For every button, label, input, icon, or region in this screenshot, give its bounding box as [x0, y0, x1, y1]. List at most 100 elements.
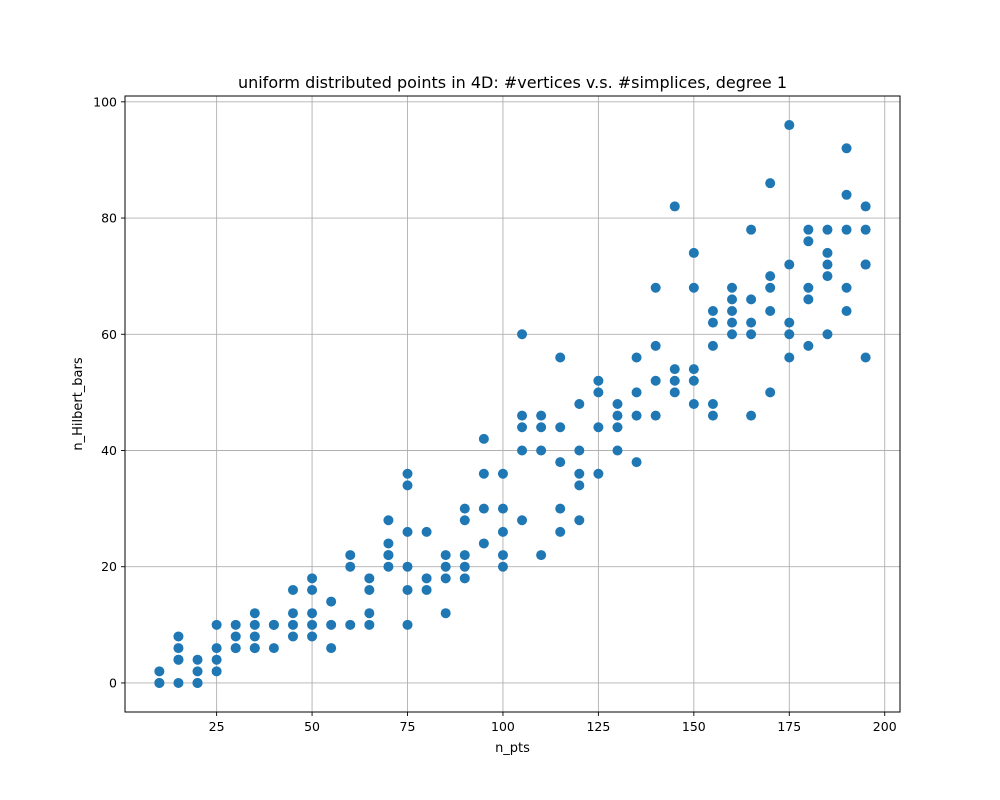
scatter-point [440, 573, 451, 584]
scatter-point [707, 317, 718, 328]
scatter-point [364, 573, 375, 584]
scatter-point [746, 294, 757, 305]
scatter-point [688, 399, 699, 409]
ticks: 25 50 75 100 125 150 175 200 0 20 40 60 80 100 [93, 94, 897, 734]
scatter-point [612, 445, 623, 456]
scatter-point [268, 619, 279, 630]
scatter-point [517, 410, 528, 421]
scatter-point [192, 654, 203, 665]
scatter-point [803, 294, 814, 305]
y-tick-label: 100 [93, 94, 117, 109]
scatter-point [211, 666, 222, 677]
scatter-point [249, 608, 260, 619]
scatter-point [650, 375, 661, 386]
scatter-point [860, 352, 871, 363]
scatter-point [631, 352, 642, 363]
scatter-point [669, 364, 680, 375]
scatter-point [669, 201, 680, 212]
scatter-point [249, 643, 260, 654]
scatter-point [307, 584, 318, 595]
scatter-point [784, 329, 795, 340]
scatter-point [574, 445, 585, 456]
scatter-point [307, 631, 318, 642]
x-tick-label: 75 [400, 719, 416, 734]
scatter-point [707, 340, 718, 351]
scatter-point [440, 608, 451, 619]
scatter-point [478, 538, 489, 549]
scatter-point [536, 422, 547, 433]
scatter-point [287, 619, 298, 630]
scatter-point [536, 445, 547, 456]
scatter-point [841, 143, 852, 154]
scatter-point [765, 271, 776, 282]
scatter-point [478, 468, 489, 479]
scatter-point [230, 631, 241, 642]
scatter-point [517, 422, 528, 433]
y-tick-label: 60 [101, 327, 117, 342]
scatter-point [440, 561, 451, 572]
scatter-point [765, 387, 776, 398]
scatter-point [803, 224, 814, 235]
scatter-point [707, 306, 718, 317]
scatter-point [326, 643, 337, 654]
scatter-point [364, 608, 375, 619]
scatter-point [345, 561, 356, 572]
scatter-point [841, 189, 852, 200]
scatter-point [402, 480, 413, 491]
scatter-point [517, 329, 528, 340]
scatter-point [402, 468, 413, 479]
scatter-point [536, 550, 547, 561]
scatter-point [326, 619, 337, 630]
scatter-point [326, 596, 337, 607]
scatter-point [402, 584, 413, 595]
scatter-point [803, 340, 814, 351]
x-tick-label: 150 [682, 719, 706, 734]
scatter-point [746, 224, 757, 235]
scatter-point [574, 480, 585, 491]
scatter-point [402, 526, 413, 537]
scatter-point [593, 375, 604, 386]
scatter-point [746, 410, 757, 421]
scatter-point [650, 282, 661, 293]
x-axis-label: n_pts [495, 741, 530, 756]
scatter-point [497, 550, 508, 561]
plot-frame [124, 95, 901, 713]
scatter-point [173, 631, 184, 642]
scatter-point [173, 677, 184, 688]
scatter-point [612, 410, 623, 421]
scatter-point [860, 259, 871, 270]
scatter-point [497, 526, 508, 537]
scatter-point [688, 364, 699, 375]
scatter-point [307, 608, 318, 619]
scatter-point [727, 329, 738, 340]
scatter-point [784, 317, 795, 328]
scatter-point [765, 282, 776, 293]
scatter-point [383, 538, 394, 549]
scatter-point [746, 317, 757, 328]
scatter-point [421, 584, 432, 595]
scatter-point [345, 619, 356, 630]
scatter-point [669, 387, 680, 398]
scatter-point [784, 352, 795, 363]
scatter-point [727, 294, 738, 305]
scatter-point [555, 422, 566, 433]
scatter-point [421, 573, 432, 584]
scatter-point [402, 619, 413, 630]
scatter-point [727, 317, 738, 328]
scatter-point [631, 457, 642, 468]
scatter-point [727, 306, 738, 317]
scatter-point [287, 608, 298, 619]
y-tick-label: 80 [101, 211, 117, 226]
scatter-point [497, 503, 508, 514]
scatter-point [765, 178, 776, 189]
scatter-point [478, 433, 489, 444]
scatter-point [459, 503, 470, 514]
scatter-point [421, 526, 432, 537]
scatter-point [345, 550, 356, 561]
scatter-point [803, 282, 814, 293]
scatter-point [784, 120, 795, 131]
scatter-point [459, 515, 470, 526]
scatter-point [555, 352, 566, 363]
scatter-point [402, 561, 413, 572]
scatter-point [230, 619, 241, 630]
